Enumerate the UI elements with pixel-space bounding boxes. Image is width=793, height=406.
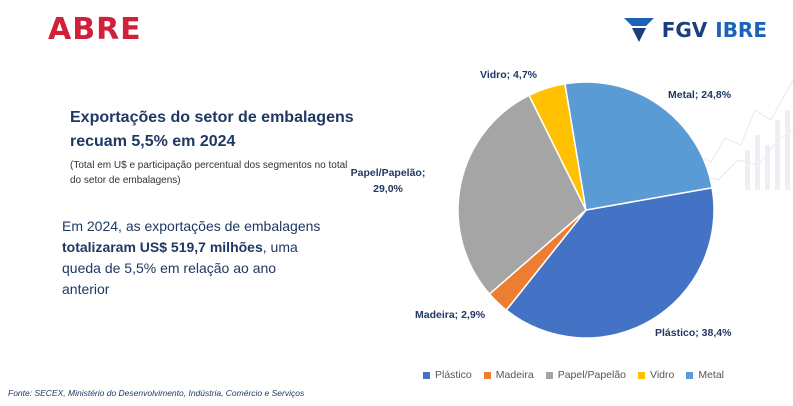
legend-item-vidro: Vidro [638, 369, 674, 381]
ibre-logo-text: IBRE [715, 18, 767, 42]
page-subtitle: (Total em U$ e participação percentual d… [70, 160, 348, 186]
fgv-logo-icon [623, 18, 654, 42]
fgv-ibre-logo: FGV IBRE [623, 18, 767, 42]
fgv-logo-text: FGV [661, 18, 708, 42]
summary-text-bold: totalizaram US$ 519,7 milhões [62, 239, 263, 255]
legend-label-pl-stico: Plástico [435, 369, 472, 381]
summary-text-pre: Em 2024, as exportações de embalagens [62, 218, 321, 234]
legend-item-madeira: Madeira [483, 369, 534, 381]
pie-slice-metal [564, 81, 713, 211]
legend-swatch-pl-stico [423, 371, 430, 379]
abre-logo: ABRE [48, 12, 142, 47]
summary-text-post: , uma queda de 5,5% em relação ao ano an… [62, 239, 298, 297]
pie-label-pl-stico: Plástico; 38,4% [655, 327, 732, 339]
legend-label-madeira: Madeira [495, 369, 534, 381]
pie-slice-pl-stico [505, 186, 715, 339]
legend-item-metal: Metal [686, 369, 724, 381]
legend-label-metal: Metal [698, 369, 725, 381]
page-title: Exportações do setor de embalagens recua… [70, 109, 354, 150]
pie-label-madeira: Madeira; 2,9% [415, 309, 486, 321]
pie-label-vidro: Vidro; 4,7% [480, 69, 538, 81]
legend-label-vidro: Vidro [650, 369, 675, 381]
legend-swatch-madeira [483, 371, 491, 379]
source-footnote: Fonte: SECEX, Ministério do Desenvolvime… [8, 388, 305, 398]
pie-label-papel-papel-o: Papel/Papelão; 29,0% [351, 167, 426, 195]
legend-swatch-metal [686, 371, 694, 379]
legend-item-pl-stico: Plástico [423, 369, 472, 381]
pie-label-metal: Metal; 24,8% [668, 89, 732, 101]
summary-text: Em 2024, as exportações de embalagens to… [62, 216, 322, 300]
chart-legend: Plástico Madeira Papel/Papelão Vidro Metal [423, 369, 724, 381]
legend-swatch-vidro [638, 371, 646, 379]
legend-label-papel-papel-o: Papel/Papelão [557, 369, 627, 381]
legend-swatch-papel-papel-o [545, 371, 553, 379]
pie-slice-papel-papel-o [457, 94, 587, 296]
legend-item-papel-papel-o: Papel/Papelão [545, 369, 627, 381]
